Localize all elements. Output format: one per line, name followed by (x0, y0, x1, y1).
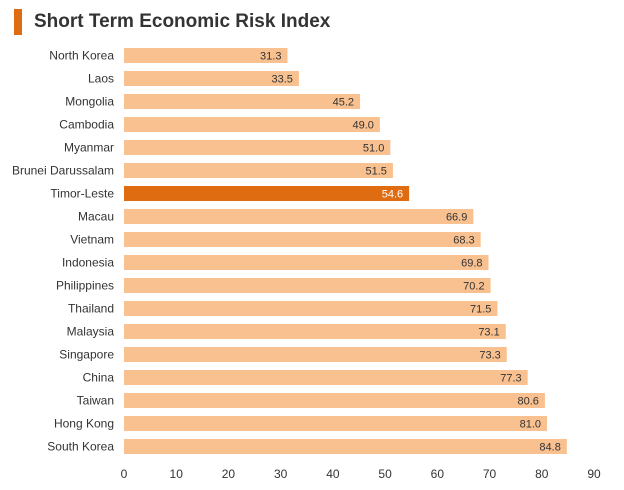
category-label: Brunei Darussalam (12, 164, 114, 178)
data-label: 49.0 (352, 120, 373, 132)
category-label: Macau (78, 210, 114, 224)
data-label: 66.9 (446, 212, 467, 224)
category-label: Hong Kong (54, 417, 114, 431)
x-tick-label: 90 (587, 467, 601, 481)
category-label: Laos (88, 72, 114, 86)
data-label: 45.2 (333, 97, 354, 109)
bar (124, 439, 567, 454)
x-tick-label: 20 (222, 467, 236, 481)
category-label: Philippines (56, 279, 114, 293)
bar (124, 232, 481, 247)
category-label: Timor-Leste (50, 187, 114, 201)
data-label: 51.0 (363, 143, 384, 155)
bar (124, 209, 474, 224)
category-label: North Korea (49, 49, 114, 63)
data-label: 81.0 (520, 419, 541, 431)
bar (124, 301, 498, 316)
bar (124, 71, 299, 86)
category-label: Myanmar (64, 141, 114, 155)
bar (124, 278, 491, 293)
category-label: Mongolia (65, 95, 114, 109)
data-label: 84.8 (539, 442, 560, 454)
bar (124, 347, 507, 362)
x-tick-label: 70 (483, 467, 497, 481)
bar (124, 48, 288, 63)
chart-title-wrap: Short Term Economic Risk Index (14, 8, 330, 36)
data-label: 70.2 (463, 281, 484, 293)
x-tick-label: 40 (326, 467, 340, 481)
data-label: 33.5 (272, 74, 293, 86)
category-label: Cambodia (59, 118, 114, 132)
data-label: 69.8 (461, 258, 482, 270)
bar (124, 255, 489, 270)
category-label: Singapore (59, 348, 114, 362)
category-label: South Korea (47, 440, 114, 454)
data-label: 73.3 (479, 350, 500, 362)
x-tick-label: 60 (431, 467, 445, 481)
bar (124, 393, 545, 408)
bar (124, 94, 361, 109)
data-label: 71.5 (470, 304, 491, 316)
data-label: 68.3 (453, 235, 474, 247)
title-accent-bar (14, 9, 22, 35)
data-label: 80.6 (517, 396, 538, 408)
x-tick-label: 10 (170, 467, 184, 481)
x-tick-label: 50 (378, 467, 392, 481)
bar (124, 324, 506, 339)
category-label: Vietnam (70, 233, 114, 247)
bar (124, 163, 393, 178)
chart-title: Short Term Economic Risk Index (34, 11, 331, 32)
category-label: Thailand (68, 302, 114, 316)
x-tick-label: 0 (121, 467, 128, 481)
bar (124, 416, 547, 431)
bar (124, 370, 528, 385)
data-label: 54.6 (382, 189, 403, 201)
data-label: 77.3 (500, 373, 521, 385)
data-label: 31.3 (260, 51, 281, 63)
category-label: Indonesia (62, 256, 114, 270)
x-tick-label: 80 (535, 467, 549, 481)
data-label: 73.1 (478, 327, 499, 339)
category-label: Taiwan (77, 394, 114, 408)
bar-highlighted (124, 186, 410, 201)
category-label: China (83, 371, 115, 385)
data-label: 51.5 (366, 166, 387, 178)
category-label: Malaysia (67, 325, 115, 339)
x-tick-label: 30 (274, 467, 288, 481)
bar (124, 117, 380, 132)
bar (124, 140, 391, 155)
